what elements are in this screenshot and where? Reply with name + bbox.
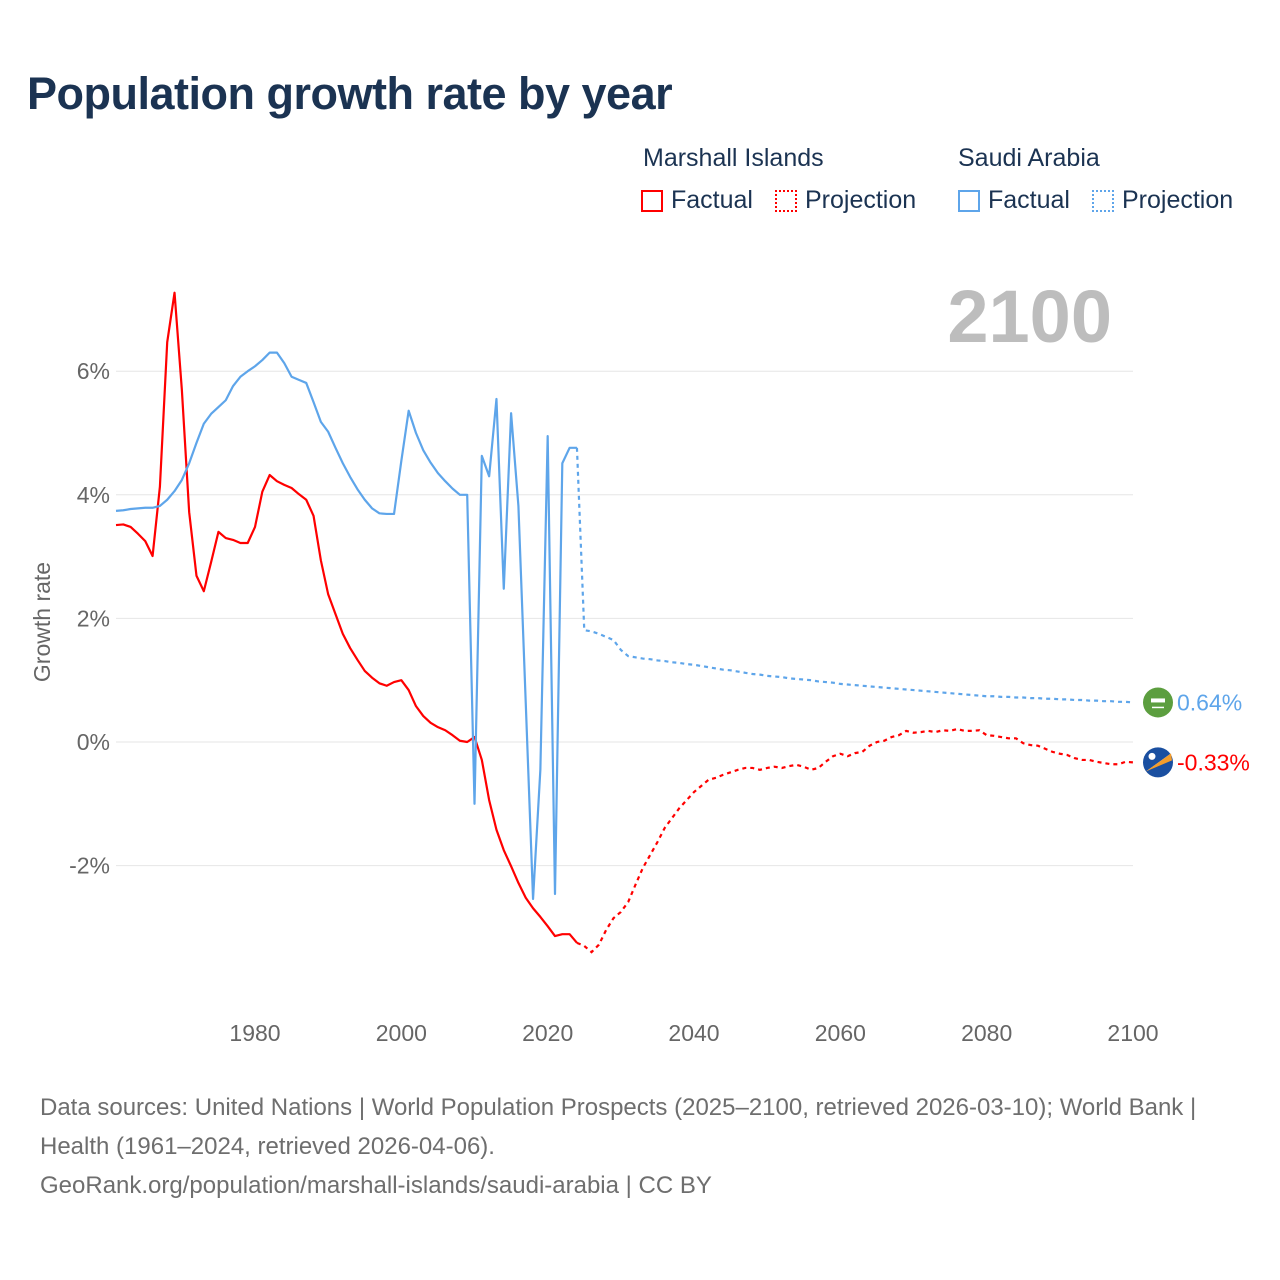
marshall-islands-projection-line — [576, 727, 1134, 954]
chart-title: Population growth rate by year — [27, 68, 673, 119]
legend-country-marshall-islands: Marshall Islands — [643, 144, 824, 172]
legend-swatch-dotted — [775, 189, 797, 212]
end-value-label: 0.64% — [1177, 689, 1242, 715]
data-sources: Data sources: United Nations | World Pop… — [40, 1094, 1197, 1160]
saudi-arabia-projection-line — [575, 447, 1134, 704]
x-tick-label: 2020 — [522, 1020, 573, 1046]
end-value-label: -0.33% — [1177, 749, 1250, 775]
x-tick-label: 2040 — [668, 1020, 719, 1046]
y-tick-label: 0% — [77, 729, 110, 755]
year-watermark: 2100 — [947, 275, 1112, 358]
flag-background — [1143, 747, 1173, 778]
flag-star — [1148, 752, 1156, 760]
y-tick-label: 6% — [77, 358, 110, 384]
y-axis-label: Growth rate — [29, 562, 55, 682]
marshall-islands-factual-line — [115, 291, 578, 944]
x-tick-label: 2100 — [1107, 1020, 1158, 1046]
legend-country-saudi-arabia: Saudi Arabia — [958, 144, 1100, 172]
legend-marshall-factual[interactable]: Factual — [641, 186, 753, 215]
legend-saudi-projection[interactable]: Projection — [1092, 186, 1233, 215]
legend-label: Projection — [805, 186, 917, 214]
x-tick-label: 1980 — [229, 1020, 280, 1046]
legend-swatch-dotted — [1092, 189, 1114, 212]
legend-saudi-factual[interactable]: Factual — [958, 186, 1070, 215]
x-tick-label: 2080 — [961, 1020, 1012, 1046]
y-tick-label: -2% — [69, 853, 110, 879]
legend-swatch-solid — [641, 189, 663, 212]
x-tick-label: 2060 — [815, 1020, 866, 1046]
y-tick-label: 4% — [77, 482, 110, 508]
x-tick-label: 2000 — [376, 1020, 427, 1046]
legend-label: Factual — [671, 186, 753, 214]
line-chart: -2%0%2%4%6%1980 2000 2020 2040 2060 2080 2100 … — [29, 275, 1250, 1046]
legend-marshall-projection[interactable]: Projection — [775, 186, 916, 215]
legend-label: Factual — [988, 186, 1070, 214]
attribution-link[interactable]: GeoRank.org/population/marshall-islands/… — [40, 1172, 712, 1199]
legend-swatch-solid — [958, 189, 980, 212]
flag-inscription — [1151, 698, 1165, 703]
legend-label: Projection — [1122, 186, 1234, 214]
saudi-arabia-flag-icon — [1143, 687, 1173, 718]
marshall-islands-flag-icon — [1143, 747, 1173, 778]
footer: Data sources: United Nations | World Pop… — [40, 1088, 1240, 1205]
saudi-arabia-factual-line — [115, 351, 577, 901]
y-tick-label: 2% — [77, 605, 110, 631]
flag-stripe-orange — [1146, 753, 1172, 772]
